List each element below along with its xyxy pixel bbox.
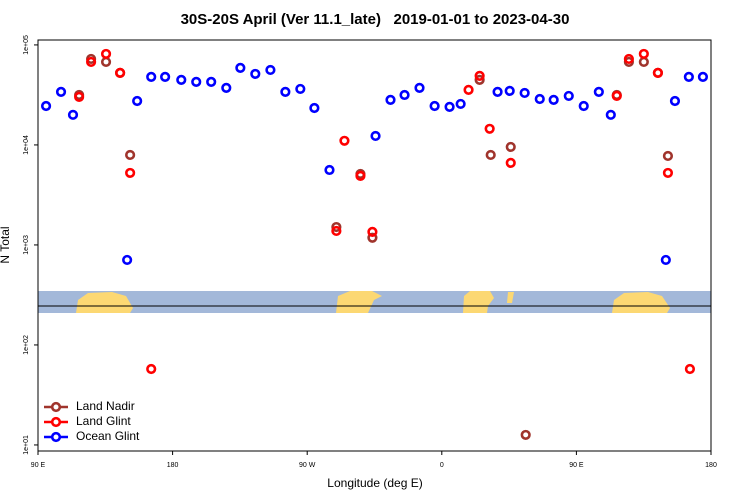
point: [611, 90, 622, 102]
point: [548, 94, 559, 106]
point: [146, 363, 157, 375]
point: [474, 70, 485, 82]
point: [125, 167, 136, 179]
point: [463, 84, 474, 96]
point: [669, 95, 681, 107]
point: [505, 157, 516, 169]
x-tick-label: 90 W: [299, 462, 316, 469]
point: [370, 130, 381, 142]
point: [132, 95, 143, 107]
point: [474, 74, 485, 85]
point: [125, 149, 136, 161]
point: [684, 363, 696, 375]
point: [429, 100, 440, 112]
point: [563, 90, 574, 102]
point: [176, 74, 187, 85]
x-tick-label: 180: [705, 462, 717, 469]
chart-title: 30S-20S April (Ver 11.1_late) 2019-01-01…: [181, 11, 570, 28]
legend-marker: [50, 401, 62, 413]
point: [367, 226, 378, 238]
point: [280, 86, 291, 98]
y-tick-label: 1e+02: [23, 335, 30, 355]
point: [74, 91, 85, 103]
point: [662, 167, 674, 179]
point: [492, 86, 503, 98]
point: [519, 87, 530, 99]
legend-label: Land Nadir: [76, 399, 135, 413]
y-tick-label: 1e+03: [23, 235, 30, 255]
point: [683, 71, 694, 82]
land: [76, 292, 133, 313]
point: [399, 89, 410, 101]
point: [100, 56, 112, 68]
legend-label: Land Glint: [76, 414, 131, 428]
point: [309, 102, 320, 114]
point: [115, 67, 126, 79]
plot-frame: [37, 39, 712, 452]
point: [485, 149, 496, 161]
point: [660, 254, 671, 266]
land: [336, 291, 382, 313]
point: [85, 56, 97, 68]
point: [339, 135, 350, 146]
point: [444, 101, 455, 113]
point: [623, 53, 634, 65]
point: [414, 82, 425, 93]
y-tick-label: 1e+01: [23, 435, 30, 455]
point: [324, 164, 335, 176]
point: [593, 86, 604, 98]
point: [697, 71, 709, 82]
y-axis-title: N Total: [0, 226, 12, 263]
point: [385, 94, 396, 106]
point: [505, 141, 516, 153]
point: [652, 67, 664, 79]
point: [520, 429, 531, 441]
point: [331, 225, 342, 237]
x-tick-label: 90 E: [569, 462, 584, 469]
x-tick-label: 180: [167, 462, 179, 469]
point: [455, 98, 466, 110]
legend-marker: [50, 431, 62, 443]
point: [122, 254, 133, 266]
point: [484, 123, 495, 134]
point: [638, 48, 649, 60]
y-tick-label: 1e+05: [23, 35, 30, 55]
point: [331, 221, 342, 233]
point: [146, 71, 157, 82]
legend-label: Ocean Glint: [76, 429, 140, 443]
point: [191, 76, 202, 87]
point: [55, 86, 67, 98]
x-tick-label: 0: [440, 462, 444, 469]
legend-marker: [50, 416, 62, 428]
point: [67, 109, 79, 120]
land: [612, 292, 670, 313]
point: [578, 100, 589, 112]
map-strip: [38, 291, 711, 313]
point: [250, 68, 261, 80]
point: [160, 71, 171, 82]
point: [638, 56, 649, 68]
point: [504, 85, 515, 96]
point: [605, 109, 616, 120]
land: [507, 292, 514, 303]
x-tick-label: 90 E: [31, 462, 46, 469]
point: [40, 100, 52, 112]
y-tick-label: 1e+04: [23, 135, 30, 155]
point: [206, 76, 217, 87]
point: [265, 64, 276, 76]
point: [221, 82, 232, 93]
point: [295, 83, 306, 95]
point: [367, 232, 378, 243]
point: [662, 150, 674, 162]
point: [534, 93, 545, 105]
point: [235, 62, 246, 74]
ocean: [38, 291, 711, 313]
point: [355, 170, 366, 182]
point: [100, 48, 112, 60]
x-axis-title: Longitude (deg E): [327, 476, 422, 490]
land: [463, 291, 494, 313]
